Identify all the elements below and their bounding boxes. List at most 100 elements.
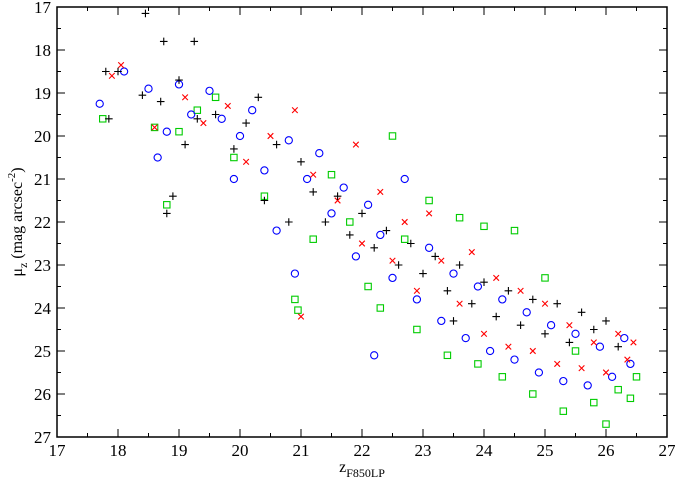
data-point-plus bbox=[407, 239, 415, 248]
data-point-plus bbox=[163, 209, 171, 218]
data-point-circle bbox=[412, 295, 422, 304]
data-point-cross bbox=[117, 61, 125, 69]
data-point-circle bbox=[339, 183, 348, 192]
data-point-circle bbox=[559, 376, 568, 386]
data-point-circle bbox=[607, 372, 617, 381]
data-point-plus bbox=[492, 312, 500, 321]
data-point-plus bbox=[370, 244, 378, 252]
data-point-plus bbox=[260, 196, 269, 205]
y-axis-label-rest: (mag arcsec bbox=[9, 182, 26, 263]
data-point-plus bbox=[254, 93, 263, 102]
data-point-plus bbox=[175, 76, 183, 84]
data-point-circle bbox=[351, 252, 361, 261]
data-point-plus bbox=[516, 321, 525, 329]
y-axis-label-sub: z bbox=[16, 263, 30, 268]
data-point-circle bbox=[153, 153, 162, 162]
data-point-plus bbox=[504, 287, 513, 295]
x-tick-label: 26 bbox=[598, 441, 615, 460]
data-point-square bbox=[455, 213, 464, 222]
data-point-circle bbox=[315, 149, 324, 158]
data-point-cross bbox=[200, 119, 207, 127]
data-point-circle bbox=[370, 351, 379, 360]
data-point-square bbox=[559, 407, 568, 415]
data-point-circle bbox=[461, 333, 470, 343]
data-point-square bbox=[346, 218, 354, 226]
data-point-cross bbox=[151, 124, 158, 131]
data-point-circle bbox=[235, 131, 245, 141]
data-point-square bbox=[211, 93, 220, 102]
x-axis-label: zF850LP bbox=[339, 459, 385, 477]
data-point-cross bbox=[517, 287, 524, 294]
data-point-plus bbox=[333, 192, 342, 200]
data-point-square bbox=[294, 306, 302, 314]
data-point-square bbox=[510, 226, 519, 235]
y-tick-label: 17 bbox=[34, 0, 52, 17]
data-point-cross bbox=[624, 356, 631, 363]
y-axis-label-main: μ bbox=[9, 268, 26, 277]
data-point-plus bbox=[443, 287, 452, 295]
data-point-plus bbox=[297, 158, 305, 166]
data-point-plus bbox=[193, 115, 202, 123]
data-point-square bbox=[400, 235, 409, 243]
data-point-cross bbox=[425, 210, 433, 217]
data-point-cross bbox=[505, 343, 512, 350]
x-tick-label: 20 bbox=[232, 441, 249, 460]
data-point-circle bbox=[388, 273, 397, 283]
data-point-circle bbox=[485, 346, 495, 356]
data-point-square bbox=[498, 373, 507, 381]
data-point-plus bbox=[346, 231, 354, 239]
data-point-circle bbox=[546, 321, 556, 330]
x-axis-label-main: z bbox=[339, 459, 346, 476]
data-point-plus bbox=[553, 299, 561, 308]
data-point-square bbox=[614, 385, 622, 394]
data-point-cross bbox=[590, 339, 597, 346]
data-point-plus bbox=[159, 37, 168, 46]
data-point-cross bbox=[493, 274, 500, 282]
data-point-circle bbox=[534, 368, 544, 377]
y-tick-label: 24 bbox=[34, 299, 52, 318]
y-tick-label: 27 bbox=[34, 428, 52, 447]
x-tick-label: 25 bbox=[537, 441, 554, 460]
data-point-cross bbox=[529, 347, 536, 355]
data-point-circle bbox=[217, 114, 226, 123]
data-point-square bbox=[230, 153, 238, 162]
data-point-circle bbox=[144, 84, 153, 93]
data-point-cross bbox=[310, 171, 317, 178]
y-axis-label-close: ) bbox=[9, 167, 26, 172]
data-point-cross bbox=[456, 300, 463, 307]
data-point-square bbox=[364, 282, 372, 291]
data-point-cross bbox=[242, 158, 250, 165]
data-point-circle bbox=[248, 106, 257, 115]
data-point-plus bbox=[138, 91, 147, 99]
data-point-cross bbox=[480, 330, 488, 337]
data-point-circle bbox=[272, 226, 281, 235]
data-point-cross bbox=[389, 257, 396, 264]
data-point-square bbox=[327, 170, 336, 179]
data-point-square bbox=[529, 390, 537, 398]
data-point-plus bbox=[169, 192, 177, 200]
data-point-square bbox=[571, 347, 580, 355]
data-point-circle bbox=[510, 355, 519, 364]
axis-tick-labels: 17 18 19 20 21 22 23 24 25 26 27171819202122232425… bbox=[34, 0, 676, 460]
data-point-plus bbox=[272, 140, 281, 149]
data-point-plus bbox=[190, 37, 199, 46]
data-point-circle bbox=[205, 86, 214, 95]
data-point-circle bbox=[187, 110, 196, 119]
data-point-cross bbox=[602, 369, 610, 376]
data-point-plus bbox=[541, 330, 549, 338]
data-point-circle bbox=[498, 295, 507, 304]
data-point-cross bbox=[578, 365, 585, 372]
x-tick-label: 22 bbox=[354, 441, 371, 460]
data-point-circle bbox=[363, 200, 373, 209]
data-point-plus bbox=[382, 226, 391, 235]
data-point-plus bbox=[449, 317, 458, 325]
data-point-cross bbox=[541, 300, 549, 307]
data-point-square bbox=[474, 360, 482, 368]
data-point-square bbox=[150, 123, 159, 132]
data-point-cross bbox=[181, 94, 189, 101]
x-tick-label: 21 bbox=[293, 441, 310, 460]
data-point-plus bbox=[480, 278, 488, 286]
data-point-circle bbox=[302, 174, 312, 184]
data-point-square bbox=[480, 222, 488, 231]
data-point-circle bbox=[229, 174, 239, 184]
